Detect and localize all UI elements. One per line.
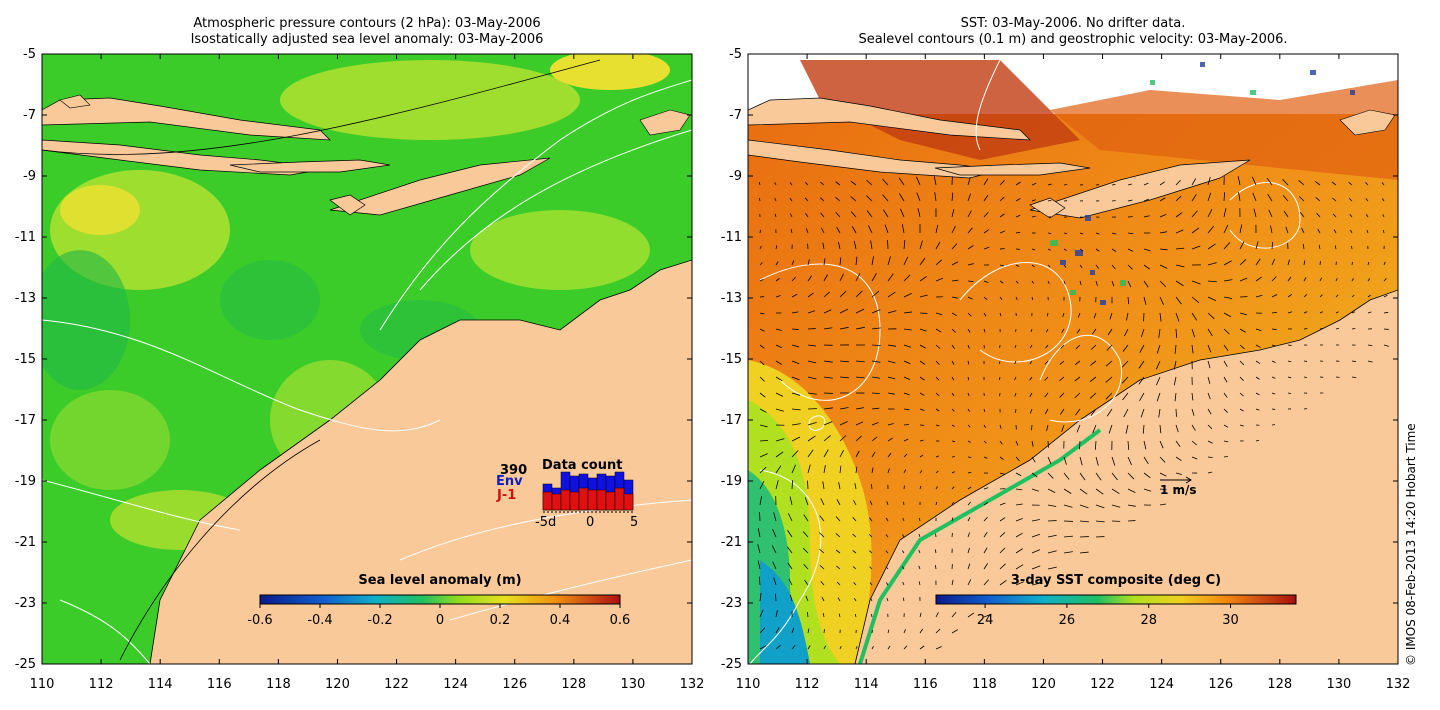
sla-colorbar-tick: 0 <box>436 613 444 628</box>
right-lon-tick-label: 128 <box>1267 677 1292 692</box>
right-lat-tick-label: -25 <box>721 657 742 672</box>
j1-count-bar <box>596 489 607 511</box>
right-lon-tick-label: 124 <box>1149 677 1174 692</box>
right-lat-tick-label: -13 <box>721 291 742 306</box>
right-lon-tick-label: 122 <box>1090 677 1115 692</box>
left-map <box>42 54 692 664</box>
sla-colorbar-tick: -0.2 <box>367 613 392 628</box>
left-lat-tick-label: -9 <box>23 169 36 184</box>
left-lon-tick-label: 118 <box>266 677 291 692</box>
j1-count-bar <box>542 491 553 511</box>
right-lon-tick-label: 112 <box>795 677 820 692</box>
j1-count-bar <box>614 487 625 511</box>
j1-count-bar <box>569 491 580 511</box>
sla-colorbar-tick: -0.6 <box>247 613 272 628</box>
australia-land-right <box>854 289 1398 664</box>
sst-colorbar-tick: 24 <box>977 613 994 628</box>
right-lon-tick-label: 132 <box>1386 677 1411 692</box>
right-title-line2: Sealevel contours (0.1 m) and geostrophi… <box>858 32 1288 47</box>
sumba-land <box>329 194 366 216</box>
left-lat-tick-label: -5 <box>23 47 36 62</box>
right-lon-tick-label: 114 <box>854 677 879 692</box>
j1-count-bar <box>551 493 562 511</box>
right-lon-tick-label: 130 <box>1326 677 1351 692</box>
right-lat-tick-label: -9 <box>729 169 742 184</box>
sst-colorbar-label: 3-day SST composite (deg C) <box>1010 573 1222 588</box>
left-lat-tick-label: -23 <box>15 596 36 611</box>
sla-colorbar-label: Sea level anomaly (m) <box>358 573 522 588</box>
australia-land <box>149 259 692 664</box>
data-count-j1-label: J-1 <box>497 488 517 503</box>
left-lat-tick-label: -15 <box>15 352 36 367</box>
sst-colorbar-tick: 30 <box>1222 613 1239 628</box>
left-lon-tick-label: 110 <box>30 677 55 692</box>
data-count-xtick-right: 5 <box>630 515 639 530</box>
left-lon-tick-label: 132 <box>680 677 705 692</box>
left-lat-tick-label: -11 <box>15 230 36 245</box>
right-title-line1: SST: 03-May-2006. No drifter data. <box>960 16 1186 31</box>
left-lon-tick-label: 130 <box>620 677 645 692</box>
j1-count-bar <box>605 491 616 511</box>
sla-colorbar-tick: 0.6 <box>610 613 631 628</box>
right-lat-tick-label: -5 <box>729 47 742 62</box>
left-lat-tick-label: -17 <box>15 413 36 428</box>
right-lon-tick-label: 118 <box>972 677 997 692</box>
right-lat-tick-label: -19 <box>721 474 742 489</box>
north-land <box>42 97 331 141</box>
left-lat-tick-label: -19 <box>15 474 36 489</box>
j1-count-bar <box>587 489 598 511</box>
right-lon-tick-label: 126 <box>1208 677 1233 692</box>
right-lon-tick-label: 120 <box>1031 677 1056 692</box>
sst-colorbar-tick: 26 <box>1059 613 1076 628</box>
sst-colorbar-tick: 28 <box>1140 613 1157 628</box>
j1-count-bar <box>623 493 634 511</box>
timor-land <box>329 157 551 216</box>
right-lat-tick-label: -11 <box>721 230 742 245</box>
left-lat-tick-label: -7 <box>23 108 36 123</box>
left-lat-tick-label: -21 <box>15 535 36 550</box>
left-lat-tick-label: -13 <box>15 291 36 306</box>
sla-colorbar-tick: 0.2 <box>490 613 511 628</box>
right-lat-tick-label: -15 <box>721 352 742 367</box>
data-count-xtick-left: -5d <box>535 515 557 530</box>
left-title-line2: Isostatically adjusted sea level anomaly… <box>190 32 544 47</box>
left-lon-tick-label: 116 <box>207 677 232 692</box>
left-lon-tick-label: 124 <box>443 677 468 692</box>
data-count-inset <box>542 471 634 513</box>
velocity-arrows <box>757 176 1390 650</box>
credit-text: © IMOS 08-Feb-2013 14:20 Hobart Time <box>1404 423 1418 666</box>
left-lon-tick-label: 114 <box>148 677 173 692</box>
right-lon-tick-label: 110 <box>736 677 761 692</box>
right-lat-tick-label: -17 <box>721 413 742 428</box>
right-lat-tick-label: -21 <box>721 535 742 550</box>
velocity-scale-label: 1 m/s <box>1160 483 1197 497</box>
sst-colorbar <box>935 594 1297 605</box>
data-count-xtick-mid: 0 <box>586 515 595 530</box>
right-title: SST: 03-May-2006. No drifter data. Seale… <box>748 16 1398 48</box>
sla-colorbar-tick: -0.4 <box>307 613 332 628</box>
left-lon-tick-label: 126 <box>502 677 527 692</box>
left-lon-tick-label: 128 <box>561 677 586 692</box>
right-map <box>748 54 1398 664</box>
j1-count-bar <box>560 489 571 511</box>
left-lon-tick-label: 112 <box>89 677 114 692</box>
sla-colorbar <box>259 594 621 605</box>
data-count-env-label: Env <box>496 474 523 489</box>
flores-land <box>229 159 391 173</box>
right-lat-tick-label: -23 <box>721 596 742 611</box>
left-lon-tick-label: 122 <box>384 677 409 692</box>
j1-count-bar <box>578 487 589 511</box>
left-lon-tick-label: 120 <box>325 677 350 692</box>
right-lat-tick-label: -7 <box>729 108 742 123</box>
data-count-title: Data count <box>542 458 623 473</box>
left-lat-tick-label: -25 <box>15 657 36 672</box>
left-title-line1: Atmospheric pressure contours (2 hPa): 0… <box>193 16 541 31</box>
right-lon-tick-label: 116 <box>913 677 938 692</box>
data-count-number: 390 <box>500 463 528 478</box>
sla-colorbar-tick: 0.4 <box>550 613 571 628</box>
left-title: Atmospheric pressure contours (2 hPa): 0… <box>42 16 692 48</box>
